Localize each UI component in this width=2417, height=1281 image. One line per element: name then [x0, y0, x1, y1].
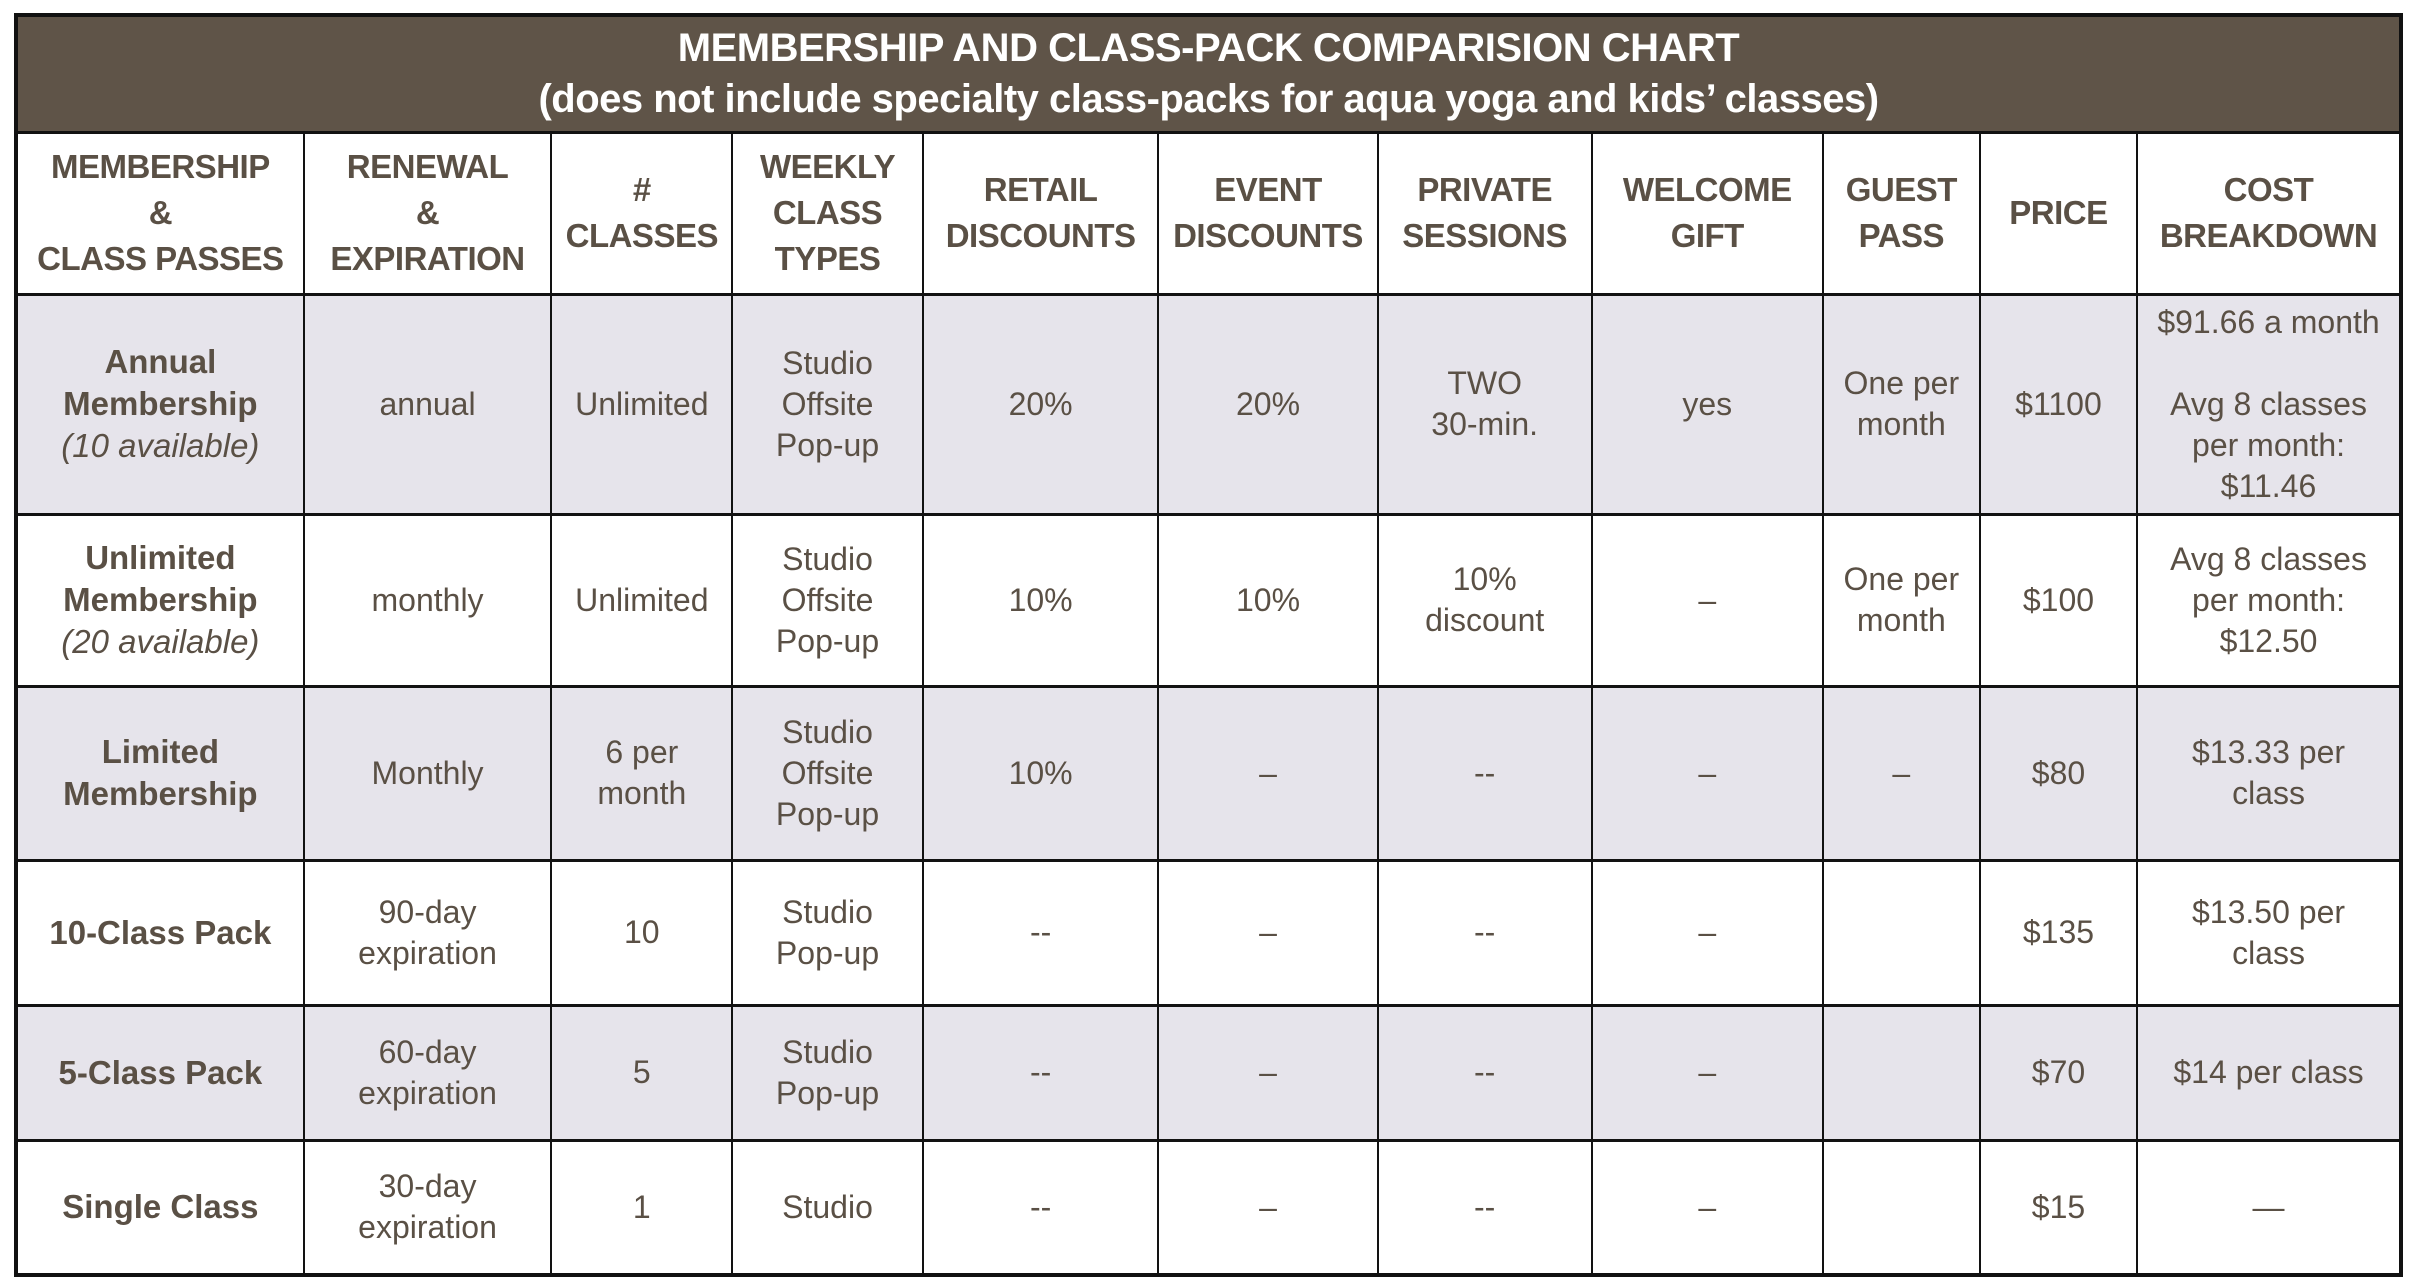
plan-name-cell: Unlimited Membership (20 available): [17, 513, 305, 687]
table-cell: Monthly: [302, 685, 553, 861]
table-cell: annual: [302, 293, 553, 515]
table-cell: 30-day expiration: [302, 1139, 553, 1274]
table-cell: Studio Offsite Pop-up: [731, 293, 924, 515]
table-cell: --: [1376, 1004, 1593, 1141]
table-cell: –: [1590, 859, 1824, 1006]
table-row: 10-Class Pack 90-day expiration 10 Studio P…: [17, 859, 2400, 1006]
table-cell: Studio Pop-up: [731, 1004, 924, 1141]
table-cell: 10%: [921, 685, 1160, 861]
plan-name-cell: Limited Membership: [17, 685, 305, 861]
table-cell: —: [2136, 1139, 2400, 1274]
table-cell: 20%: [921, 293, 1160, 515]
table-cell: 5: [550, 1004, 734, 1141]
table-cell: –: [1157, 1139, 1379, 1274]
table-title-line1: MEMBERSHIP AND CLASS-PACK COMPARISION CH…: [677, 26, 1740, 70]
table-cell: Unlimited: [550, 293, 734, 515]
column-header: COST BREAKDOWN: [2136, 133, 2400, 295]
table-cell: [1821, 1004, 1981, 1141]
table-cell: 10% discount: [1376, 513, 1593, 687]
table-cell: --: [921, 1004, 1160, 1141]
plan-name: Limited Membership: [63, 733, 258, 812]
column-header: GUEST PASS: [1821, 133, 1981, 295]
table-cell: $100: [1978, 513, 2139, 687]
plan-name: Single Class: [62, 1188, 259, 1226]
table-cell: –: [1821, 685, 1981, 861]
table-cell: --: [921, 859, 1160, 1006]
table-cell: --: [1376, 859, 1593, 1006]
column-header: RETAIL DISCOUNTS: [921, 133, 1160, 295]
table-cell: 90-day expiration: [302, 859, 553, 1006]
table-cell: 20%: [1157, 293, 1379, 515]
table-cell: --: [1376, 685, 1593, 861]
table-cell: --: [1376, 1139, 1593, 1274]
plan-name: 5-Class Pack: [58, 1053, 263, 1091]
table-cell: –: [1590, 685, 1824, 861]
table-cell: 10%: [921, 513, 1160, 687]
table-title-line2: (does not include specialty class-packs …: [538, 77, 1879, 121]
plan-name-cell: Annual Membership (10 available): [17, 293, 305, 515]
column-header: WEEKLY CLASS TYPES: [731, 133, 924, 295]
plan-availability-note: (10 available): [61, 427, 260, 464]
header-row: MEMBERSHIP & CLASS PASSES RENEWAL & EXPIR…: [17, 133, 2400, 295]
table-cell: –: [1157, 685, 1379, 861]
table-body: Annual Membership (10 available) annual Unl…: [17, 293, 2400, 1274]
comparison-table: MEMBERSHIP AND CLASS-PACK COMPARISION CH…: [14, 13, 2403, 1277]
table-cell: Unlimited: [550, 513, 734, 687]
table-cell: Studio Offsite Pop-up: [731, 685, 924, 861]
table-cell: One per month: [1821, 513, 1981, 687]
table-row: Limited Membership Monthly 6 per month Stud…: [17, 685, 2400, 861]
table-cell: 10: [550, 859, 734, 1006]
table-cell: $91.66 a month Avg 8 classes per month: …: [2136, 293, 2400, 515]
plan-name-cell: Single Class: [17, 1139, 305, 1274]
table-row: Single Class 30-day expiration 1 Studio -- – -…: [17, 1139, 2400, 1274]
table-cell: 10%: [1157, 513, 1379, 687]
table-title-bar: MEMBERSHIP AND CLASS-PACK COMPARISION CH…: [18, 17, 2399, 134]
table-cell: –: [1590, 1004, 1824, 1141]
membership-table: MEMBERSHIP & CLASS PASSES RENEWAL & EXPIR…: [17, 133, 2400, 1274]
table-cell: $80: [1978, 685, 2139, 861]
table-cell: TWO 30-min.: [1376, 293, 1593, 515]
column-header: EVENT DISCOUNTS: [1157, 133, 1379, 295]
table-cell: 60-day expiration: [302, 1004, 553, 1141]
table-cell: $70: [1978, 1004, 2139, 1141]
table-cell: $135: [1978, 859, 2139, 1006]
plan-availability-note: (20 available): [61, 623, 260, 660]
plan-name: 10-Class Pack: [49, 913, 272, 951]
table-cell: –: [1157, 1004, 1379, 1141]
table-cell: --: [921, 1139, 1160, 1274]
table-cell: Studio: [731, 1139, 924, 1274]
column-header: PRICE: [1978, 133, 2139, 295]
table-cell: Studio Offsite Pop-up: [731, 513, 924, 687]
table-cell: $13.33 per class: [2136, 685, 2400, 861]
table-row: Unlimited Membership (20 available) monthl…: [17, 513, 2400, 687]
plan-name-cell: 5-Class Pack: [17, 1004, 305, 1141]
table-cell: –: [1157, 859, 1379, 1006]
table-cell: yes: [1590, 293, 1824, 515]
table-cell: Avg 8 classes per month: $12.50: [2136, 513, 2400, 687]
table-cell: One per month: [1821, 293, 1981, 515]
table-cell: 6 per month: [550, 685, 734, 861]
plan-name-cell: 10-Class Pack: [17, 859, 305, 1006]
column-header: WELCOME GIFT: [1590, 133, 1824, 295]
table-cell: Studio Pop-up: [731, 859, 924, 1006]
table-cell: [1821, 859, 1981, 1006]
plan-name: Unlimited Membership: [63, 539, 258, 618]
table-row: 5-Class Pack 60-day expiration 5 Studio Pop…: [17, 1004, 2400, 1141]
table-row: Annual Membership (10 available) annual Unl…: [17, 293, 2400, 515]
column-header: PRIVATE SESSIONS: [1376, 133, 1593, 295]
table-cell: –: [1590, 1139, 1824, 1274]
table-cell: $13.50 per class: [2136, 859, 2400, 1006]
plan-name: Annual Membership: [63, 343, 258, 422]
table-cell: $15: [1978, 1139, 2139, 1274]
table-cell: $14 per class: [2136, 1004, 2400, 1141]
column-header: RENEWAL & EXPIRATION: [302, 133, 553, 295]
table-cell: [1821, 1139, 1981, 1274]
column-header: # CLASSES: [550, 133, 734, 295]
table-cell: $1100: [1978, 293, 2139, 515]
table-cell: monthly: [302, 513, 553, 687]
table-cell: –: [1590, 513, 1824, 687]
column-header: MEMBERSHIP & CLASS PASSES: [17, 133, 305, 295]
table-cell: 1: [550, 1139, 734, 1274]
